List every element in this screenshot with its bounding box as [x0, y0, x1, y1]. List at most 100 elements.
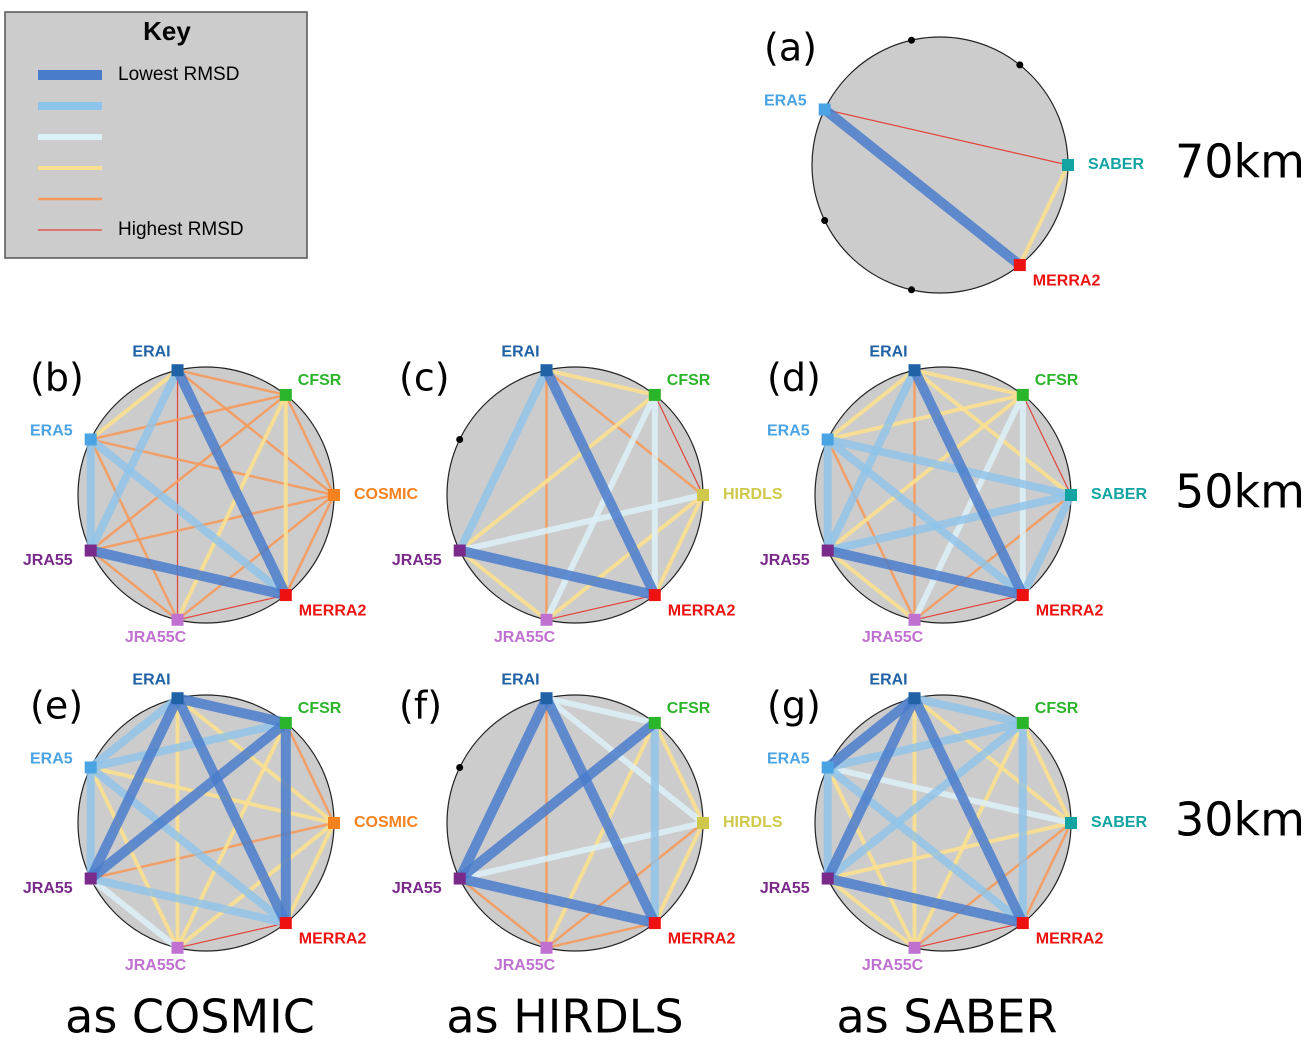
edge: [545, 695, 656, 726]
edge: [826, 491, 1072, 555]
node-label: JRA55: [392, 552, 442, 569]
node-label: MERRA2: [299, 602, 367, 619]
node: [328, 817, 340, 829]
edge: [89, 393, 287, 552]
node: [540, 613, 553, 626]
edge: [827, 821, 1072, 881]
node-label: ERAI: [501, 671, 539, 688]
node-label: JRA55C: [494, 629, 556, 646]
missing-node: [1016, 61, 1024, 69]
node-label: HIRDLS: [723, 486, 783, 503]
edge: [826, 393, 1025, 553]
node-label: ERAI: [869, 343, 907, 360]
node: [171, 692, 184, 705]
column-label: as HIRDLS: [446, 990, 683, 1042]
edge: [1022, 394, 1072, 496]
edge: [545, 822, 704, 949]
node: [908, 364, 921, 377]
panel-label: (g): [767, 684, 821, 728]
edge: [913, 494, 1072, 621]
node-label: JRA55C: [494, 957, 556, 974]
panel-label: (d): [767, 356, 821, 400]
missing-node: [908, 36, 916, 44]
edge: [914, 368, 1024, 397]
edge: [458, 545, 656, 600]
node: [1016, 388, 1029, 401]
edge: [826, 545, 1024, 600]
node: [1016, 589, 1029, 602]
edge: [546, 921, 656, 950]
edge: [826, 438, 916, 621]
panel: (b) ERAI CFSR COSMIC MERRA2 JRA55C JRA55 ERA5: [23, 343, 419, 646]
row-label: 70km: [1175, 135, 1305, 189]
node: [648, 589, 661, 602]
node: [1016, 917, 1029, 930]
edge: [1021, 722, 1073, 824]
panel-label: (b): [30, 356, 84, 400]
edge: [86, 696, 183, 881]
panel-label: (f): [399, 684, 442, 728]
edge: [88, 695, 181, 771]
node-label: MERRA2: [1036, 602, 1104, 619]
edge: [456, 368, 551, 553]
panel-circle: [811, 36, 1069, 294]
edge: [89, 549, 179, 621]
node: [1013, 259, 1026, 272]
node: [279, 388, 292, 401]
node: [1065, 489, 1077, 501]
edge: [459, 492, 704, 554]
edge: [455, 696, 552, 881]
edge: [827, 764, 1072, 826]
edge: [90, 493, 335, 552]
panel: (g) ERAI CFSR SABER MERRA2 JRA55C JRA55 ERA5: [760, 671, 1148, 974]
row-label: 30km: [1175, 793, 1305, 847]
node: [697, 817, 709, 829]
edge: [458, 873, 656, 928]
edge: [177, 594, 286, 621]
node-label: SABER: [1088, 156, 1144, 173]
edge: [914, 922, 1023, 949]
edge: [821, 105, 1023, 269]
missing-node: [456, 763, 464, 771]
edge: [545, 369, 704, 496]
edge: [913, 368, 1073, 497]
edge: [826, 873, 1024, 928]
panel: (f) ERAI CFSR HIRDLS MERRA2 JRA55C JRA55: [392, 671, 783, 974]
node: [1065, 817, 1077, 829]
node: [908, 941, 921, 954]
missing-node: [456, 435, 464, 443]
edge: [542, 696, 660, 926]
edge: [823, 696, 920, 881]
edge: [458, 548, 548, 622]
edge: [89, 368, 179, 442]
edge: [653, 822, 705, 924]
edge: [910, 696, 1028, 926]
edge: [177, 922, 286, 949]
node-label: MERRA2: [1036, 930, 1104, 947]
edge: [88, 436, 289, 599]
edge: [284, 822, 336, 924]
node: [279, 716, 292, 729]
edge: [87, 719, 289, 883]
node: [84, 433, 97, 446]
node: [453, 872, 466, 885]
edge: [826, 435, 1072, 499]
edge: [284, 722, 336, 824]
edge: [88, 764, 289, 927]
node-label: CFSR: [1035, 700, 1079, 717]
edge: [913, 822, 1072, 949]
node: [540, 364, 553, 377]
node: [648, 716, 661, 729]
edge: [173, 368, 291, 598]
edge: [826, 876, 916, 950]
node: [540, 692, 553, 705]
edge: [1021, 822, 1073, 924]
edge: [89, 874, 287, 927]
node: [84, 544, 97, 557]
panel: (d) ERAI CFSR SABER MERRA2 JRA55C JRA55 ERA5: [760, 343, 1148, 646]
edge: [911, 393, 1026, 622]
node-label: JRA55C: [125, 957, 187, 974]
node-label: ERA5: [767, 423, 810, 440]
node: [171, 364, 184, 377]
